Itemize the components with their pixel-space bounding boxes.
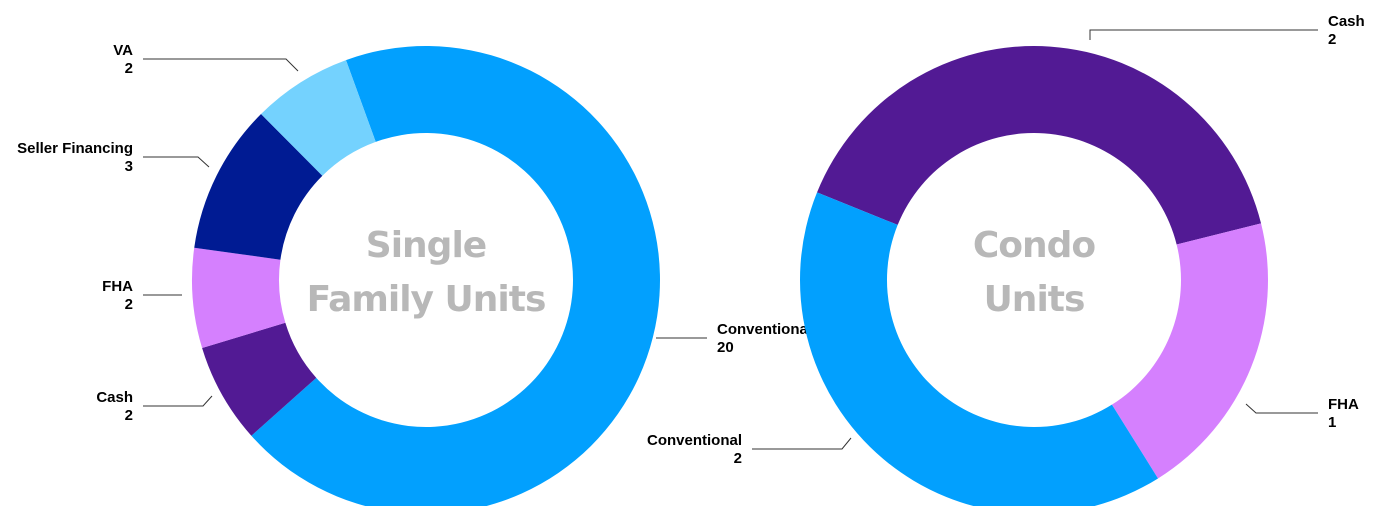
slice-label-conventional: Conventional: [717, 321, 812, 338]
slice-conventional: [251, 46, 660, 506]
slice-conventional: [800, 192, 1158, 506]
slice-label-va: VA: [113, 42, 133, 59]
leader-line-cash: [1089, 29, 1318, 40]
slice-fha: [1111, 223, 1268, 479]
slice-va: [261, 60, 376, 176]
slice-value-cash: 2: [125, 407, 133, 424]
center-title-line-2: Units: [984, 279, 1085, 320]
slice-cash: [202, 322, 317, 436]
slice-label-seller-financing: Seller Financing: [17, 140, 133, 157]
leader-line-va: [143, 58, 299, 72]
slice-label-fha: FHA: [1328, 396, 1359, 413]
leader-line-seller-financing: [143, 156, 210, 168]
center-title-line-1: Condo: [973, 225, 1096, 266]
slice-value-cash: 2: [1328, 31, 1336, 48]
slice-value-seller-financing: 3: [125, 158, 133, 175]
slice-cash: [817, 45, 1262, 245]
slice-label-cash: Cash: [96, 389, 133, 406]
slice-label-conventional: Conventional: [647, 432, 742, 449]
slice-label-cash: Cash: [1328, 13, 1365, 30]
slice-seller-financing: [194, 114, 323, 260]
slice-value-fha: 1: [1328, 414, 1336, 431]
slice-value-fha: 2: [125, 296, 133, 313]
leader-line-fha: [1245, 403, 1318, 414]
leader-line-conventional: [752, 437, 852, 450]
slice-value-va: 2: [125, 60, 133, 77]
slice-value-conventional: 2: [734, 450, 742, 467]
leader-line-cash: [143, 395, 213, 407]
donut-slices: [192, 46, 660, 506]
slice-fha: [192, 247, 286, 349]
center-title-line-2: Family Units: [307, 279, 546, 320]
slice-label-fha: FHA: [102, 278, 133, 295]
slice-value-conventional: 20: [717, 339, 734, 356]
center-title-line-1: Single: [366, 225, 486, 266]
donut-slices: [800, 45, 1268, 506]
